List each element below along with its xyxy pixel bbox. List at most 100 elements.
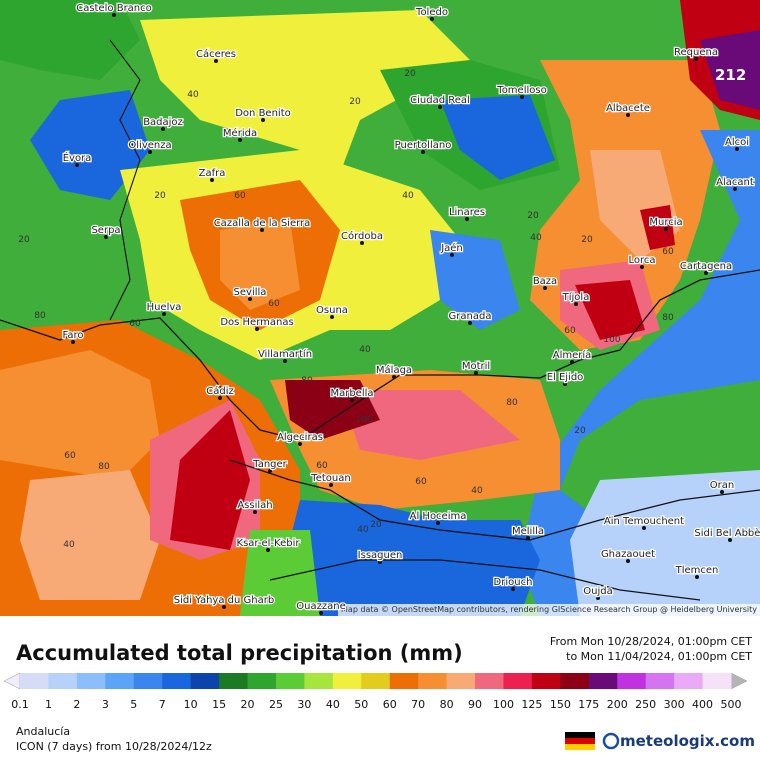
city-dot <box>526 536 530 540</box>
colorbar-label: 400 <box>692 698 713 711</box>
city-label: Murcia <box>649 217 682 228</box>
city-dot <box>350 398 354 402</box>
city-dot <box>728 538 732 542</box>
city-label: Badajoz <box>143 117 183 128</box>
city-dot <box>474 371 478 375</box>
city-label: Baza <box>533 276 557 287</box>
city-dot <box>360 241 364 245</box>
contour-label: 60 <box>415 477 427 487</box>
colorbar-segment <box>531 673 561 689</box>
colorbar: 0.1 1 2 3 5 7 10 15 20 25 30 40 50 60 70 80 90 100 125 150 1… <box>3 672 748 711</box>
city-label: Osuna <box>316 305 348 316</box>
contour-label: 20 <box>581 235 593 245</box>
city-label: Assilah <box>237 500 272 511</box>
colorbar-label: 100 <box>493 698 514 711</box>
city-dot <box>626 559 630 563</box>
colorbar-label: 60 <box>383 698 397 711</box>
colorbar-label: 70 <box>411 698 425 711</box>
city-label: Ouazzane <box>296 601 345 612</box>
city-label: Ksar-el-Kebir <box>237 538 301 549</box>
city-label: Algeciras <box>277 432 323 443</box>
city-dot <box>694 57 698 61</box>
contour-label: 40 <box>63 540 75 550</box>
contour-label: 40 <box>402 191 414 201</box>
city-label: Olivenza <box>128 140 171 151</box>
city-dot <box>298 442 302 446</box>
contour-label: 20 <box>18 235 30 245</box>
city-label: Linares <box>449 207 485 218</box>
colorbar-segment <box>190 673 220 689</box>
colorbar-label: 125 <box>521 698 542 711</box>
field <box>640 205 675 250</box>
city-label: Cazalla de la Sierra <box>214 218 311 229</box>
colorbar-segment <box>361 673 391 689</box>
city-dot <box>330 315 334 319</box>
attribution-bg <box>338 604 760 616</box>
colorbar-label: 3 <box>102 698 109 711</box>
field <box>0 350 160 480</box>
colorbar-segment <box>247 673 277 689</box>
city-label: Don Benito <box>235 108 291 119</box>
colorbar-label: 150 <box>550 698 571 711</box>
city-label: Tanger <box>252 459 287 470</box>
colorbar-label: 5 <box>130 698 137 711</box>
colorbar-label: 2 <box>73 698 80 711</box>
field <box>575 280 645 340</box>
colorbar-segment <box>475 673 504 689</box>
colorbar-segment <box>702 673 732 689</box>
city-label: Villamartín <box>258 348 312 360</box>
contour-label: 80 <box>301 376 313 386</box>
attribution: Map data © OpenStreetMap contributors, r… <box>341 605 757 614</box>
contour-label: 20 <box>154 191 166 201</box>
city-dot <box>268 469 272 473</box>
field <box>520 130 760 616</box>
colorbar-segment <box>76 673 106 689</box>
field <box>30 90 150 200</box>
border <box>109 39 141 321</box>
coastline <box>229 459 760 541</box>
city-dot <box>465 217 469 221</box>
city-dot <box>450 253 454 257</box>
city-dot <box>574 302 578 306</box>
city-dot <box>266 548 270 552</box>
city-dot <box>378 560 382 564</box>
city-label: Málaga <box>376 364 412 376</box>
city-label: Granada <box>449 311 492 322</box>
city-dot <box>626 113 630 117</box>
city-label: Motril <box>462 361 490 372</box>
city-label: El Ejido <box>547 372 584 383</box>
contour-label: 60 <box>268 299 280 309</box>
field <box>170 410 250 550</box>
legend-title: Accumulated total precipitation (mm) <box>16 641 463 665</box>
city-label: Mérida <box>223 127 257 139</box>
city-dot <box>392 375 396 379</box>
colorbar-segment <box>275 673 305 689</box>
contour-label: 40 <box>187 90 199 100</box>
contour-label: 40 <box>359 345 371 355</box>
colorbar-label: 30 <box>297 698 311 711</box>
city-dot <box>255 327 259 331</box>
contour-label: 60 <box>564 326 576 336</box>
contour-label: 100 <box>603 335 620 345</box>
colorbar-segment <box>503 673 533 689</box>
city-label: Issaguen <box>358 550 403 561</box>
city-dot <box>261 118 265 122</box>
colorbar-segment <box>645 673 675 689</box>
colorbar-label: 250 <box>635 698 656 711</box>
city-label: Faro <box>63 330 84 341</box>
city-dot <box>511 587 515 591</box>
map-labels: Castelo Branco Toledo Cáceres Requena Badajo… <box>18 2 760 615</box>
colorbar-segment <box>332 673 362 689</box>
city-label: Oran <box>710 480 734 491</box>
city-label: Al Hoceima <box>410 511 467 522</box>
city-label: Évora <box>63 151 92 164</box>
contour-label: 20 <box>404 69 416 79</box>
city-dot <box>735 147 739 151</box>
colorbar-segment <box>418 673 448 689</box>
colorbar-label: 80 <box>440 698 454 711</box>
city-dot <box>283 359 287 363</box>
city-dot <box>640 265 644 269</box>
contour-label: 60 <box>234 191 246 201</box>
brand[interactable]: meteologix.com <box>620 732 755 750</box>
